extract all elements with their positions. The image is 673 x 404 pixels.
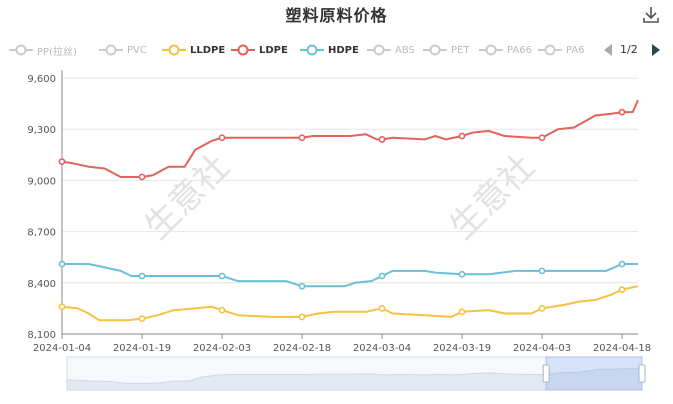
watermark-text: 生意社 (442, 147, 542, 247)
x-tick-label: 2024-01-19 (113, 343, 171, 354)
zoom-handle-left[interactable] (542, 364, 550, 383)
legend-label: HDPE (328, 44, 359, 56)
legend-item-hdpe[interactable]: HDPE (299, 40, 359, 60)
legend-item-abs[interactable]: ABS (366, 40, 415, 60)
data-point-ldpe (138, 173, 146, 181)
caret-left-icon[interactable] (602, 43, 614, 57)
x-tick-label: 2024-02-18 (273, 343, 331, 354)
x-tick-label: 2024-04-18 (593, 343, 651, 354)
zoom-window (545, 356, 643, 391)
legend-symbol-icon (479, 44, 503, 56)
data-point-hdpe (458, 270, 466, 278)
chart-title: 塑料原料价格 (285, 6, 388, 25)
data-point-hdpe (618, 260, 626, 268)
legend-label: LDPE (259, 44, 288, 56)
legend-label: ABS (395, 44, 415, 56)
data-point-hdpe (298, 282, 306, 290)
data-point-ldpe (538, 134, 546, 142)
y-tick-label: 8,400 (27, 279, 56, 290)
x-tick-label: 2024-02-03 (193, 343, 251, 354)
legend-label: LLDPE (190, 44, 226, 56)
data-point-lldpe (458, 308, 466, 316)
download-icon[interactable] (640, 4, 662, 26)
legend-item-pvc[interactable]: PVC (98, 40, 147, 60)
data-point-lldpe (538, 304, 546, 312)
legend-label: PVC (127, 44, 147, 56)
series-line-ldpe (61, 99, 639, 178)
legend-label: PA6 (566, 44, 585, 56)
legend-pager: 1/2 (600, 40, 670, 60)
y-tick-label: 8,100 (27, 330, 56, 341)
legend-label: PA66 (507, 44, 532, 56)
legend-symbol-icon (423, 44, 447, 56)
data-point-lldpe (138, 315, 146, 323)
data-point-lldpe (378, 304, 386, 312)
legend: PP(拉丝) PVC LLDPE LDPE HDPE ABS PET PA66 PA6 (8, 40, 608, 60)
data-point-hdpe (58, 260, 66, 268)
data-point-ldpe (298, 134, 306, 142)
legend-item-pet[interactable]: PET (422, 40, 469, 60)
data-point-lldpe (58, 303, 66, 311)
legend-item-lldpe[interactable]: LLDPE (161, 40, 225, 60)
x-tick-label: 2024-03-19 (433, 343, 491, 354)
y-tick-label: 8,700 (27, 228, 56, 239)
data-point-lldpe (618, 286, 626, 294)
legend-symbol-icon (162, 44, 186, 56)
legend-symbol-icon (231, 44, 255, 56)
legend-item-pp[interactable]: PP(拉丝) (8, 40, 77, 60)
data-point-hdpe (538, 267, 546, 275)
legend-symbol-icon (538, 44, 562, 56)
legend-symbol-icon (367, 44, 391, 56)
data-point-lldpe (298, 313, 306, 321)
legend-label: PET (451, 44, 470, 56)
x-tick-label: 2024-01-04 (33, 343, 91, 354)
series-line-lldpe (61, 285, 639, 322)
data-point-ldpe (458, 132, 466, 140)
data-point-ldpe (58, 158, 66, 166)
data-point-ldpe (378, 136, 386, 143)
legend-symbol-icon (300, 44, 324, 56)
caret-right-icon[interactable] (650, 43, 662, 57)
data-point-ldpe (618, 108, 626, 116)
data-point-hdpe (378, 272, 386, 280)
series-line-hdpe (62, 263, 638, 288)
legend-item-pa66[interactable]: PA66 (478, 40, 532, 60)
legend-item-ldpe[interactable]: LDPE (230, 40, 288, 60)
legend-label: PP(拉丝) (37, 46, 77, 58)
legend-symbol-icon (9, 44, 33, 56)
pager-text: 1/2 (620, 43, 638, 56)
y-tick-label: 9,300 (27, 125, 56, 136)
y-tick-label: 9,000 (27, 176, 56, 187)
y-tick-label: 9,600 (27, 74, 56, 85)
legend-item-pa6[interactable]: PA6 (537, 40, 585, 60)
x-tick-label: 2024-04-03 (513, 343, 571, 354)
x-tick-label: 2024-03-04 (353, 343, 411, 354)
zoom-handle-right[interactable] (638, 364, 646, 383)
data-point-hdpe (218, 272, 226, 280)
zoom-preview-area (66, 365, 643, 391)
data-point-lldpe (218, 306, 226, 314)
legend-symbol-icon (99, 44, 123, 56)
data-point-ldpe (218, 134, 226, 142)
data-point-hdpe (138, 272, 146, 280)
